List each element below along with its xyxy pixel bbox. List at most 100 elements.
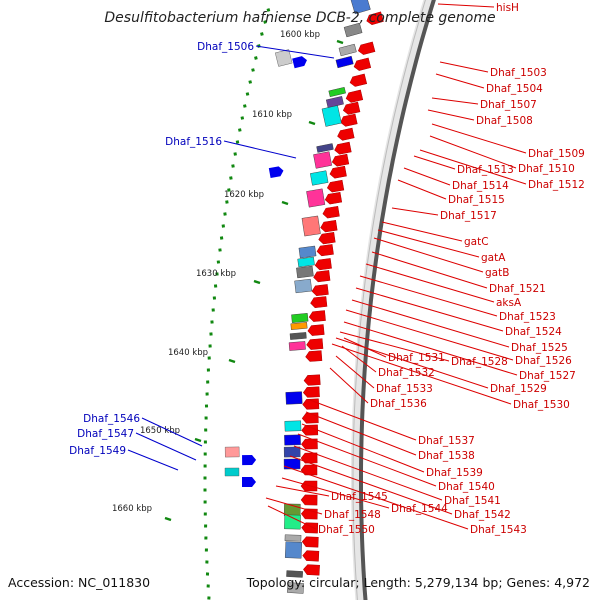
scale-dot-310 — [211, 308, 215, 312]
gene-box — [286, 570, 303, 578]
gene-red-20 — [310, 296, 328, 308]
gene-arrow-red — [329, 165, 347, 179]
leader-line-red — [359, 275, 498, 317]
backbone-layer — [351, 0, 436, 600]
scale-dot — [248, 80, 252, 84]
gene-box — [283, 446, 301, 458]
gene-arrow-blue — [292, 56, 307, 69]
scale-dot — [251, 68, 255, 72]
scale-dot-502 — [203, 500, 207, 504]
scale-dot — [245, 92, 250, 96]
scale-dot-478 — [203, 476, 207, 480]
gene-label: Dhaf_1531 — [388, 352, 445, 364]
gene-box-8 — [313, 151, 333, 169]
scale-dot-382 — [206, 380, 210, 384]
gene-box-24 — [283, 458, 301, 470]
gene-box — [284, 420, 302, 432]
scale-dot — [240, 116, 245, 120]
gene-red-1 — [357, 41, 376, 55]
kbp-label: 1620 kbp — [224, 190, 264, 200]
gene-red-32 — [300, 464, 318, 476]
gene-red-39 — [303, 564, 320, 576]
gene-box — [290, 322, 308, 330]
leader-line-red — [329, 367, 369, 404]
scale-dot-418 — [204, 416, 208, 420]
leader-line-red — [427, 109, 475, 121]
gene-arrow-red — [334, 141, 352, 155]
tick-layer: 1600 kbp 1610 kbp 1620 kbp 1630 kbp 1640 kbp… — [112, 30, 344, 522]
gene-red-14 — [320, 220, 338, 233]
scale-dot — [227, 188, 231, 192]
scale-dot-562 — [205, 560, 209, 564]
gene-red-12 — [324, 191, 343, 205]
gene-label-blue: Dhaf_1547 — [77, 428, 134, 440]
scale-dot — [204, 416, 208, 420]
gene-arrow-red — [310, 296, 328, 308]
scale-dot-358 — [207, 356, 211, 360]
scale-dot-514 — [203, 512, 207, 516]
scale-dot — [266, 8, 271, 12]
gene-label-blue: Dhaf_1506 — [197, 41, 254, 53]
kbp-tick — [164, 516, 172, 522]
backbone-line — [359, 0, 436, 600]
gene-arrow-red — [313, 270, 331, 283]
leader-line-red — [275, 485, 330, 497]
gene-red-11 — [326, 179, 345, 193]
gene-box — [343, 22, 363, 38]
gene-box-outer — [274, 49, 293, 67]
genome-summary-text: Topology: circular; Length: 5,279,134 bp… — [246, 575, 590, 590]
kbp-tick — [253, 279, 261, 285]
scale-dot-154 — [233, 152, 237, 156]
gene-blue-3 — [241, 476, 256, 488]
gene-red-19 — [311, 284, 329, 297]
gene-label: Dhaf_1514 — [452, 180, 509, 192]
gene-red-0 — [366, 11, 384, 26]
scale-dot-10 — [266, 8, 271, 12]
scale-dot-538 — [204, 536, 208, 540]
scale-dot — [233, 152, 237, 156]
gene-arrow-red — [306, 338, 324, 350]
gene-label: gatB — [485, 267, 509, 279]
gene-label: Dhaf_1513 — [457, 164, 514, 176]
scale-dot-70 — [251, 68, 255, 72]
scale-dot-118 — [240, 116, 245, 120]
gene-box-3 — [335, 55, 354, 69]
gene-box — [313, 151, 333, 169]
leader-line-red — [413, 155, 456, 170]
leader-line-red — [397, 179, 447, 200]
gene-box-30 — [286, 582, 305, 594]
gene-arrow-red — [331, 153, 350, 167]
scale-dot-394 — [205, 392, 209, 396]
leader-line-red — [341, 345, 377, 373]
gene-box — [294, 278, 313, 294]
scale-dot-142 — [235, 140, 240, 144]
scale-dot-406 — [204, 404, 209, 408]
scale-dot-466 — [203, 464, 207, 468]
gene-blue-2 — [242, 454, 257, 466]
gene-box-11 — [301, 215, 321, 237]
gene-label: Dhaf_1510 — [518, 163, 575, 175]
scale-dot — [263, 20, 267, 24]
gene-red-3 — [349, 73, 368, 87]
gene-box — [284, 514, 301, 530]
gene-box-10 — [306, 188, 326, 208]
gene-box — [298, 245, 317, 259]
scale-dot — [216, 260, 221, 264]
scale-dot-442 — [203, 440, 207, 444]
gene-red-23 — [306, 338, 324, 350]
gene-box-9 — [310, 170, 329, 186]
gene-label: Dhaf_1521 — [489, 283, 546, 295]
gene-label: Dhaf_1517 — [440, 210, 497, 222]
leader-line-blue — [223, 140, 297, 159]
gene-red-30 — [301, 438, 318, 450]
gene-red-28 — [301, 412, 319, 424]
gene-arrow-red — [311, 284, 329, 297]
gene-box-17 — [290, 322, 308, 330]
gene-red-4 — [345, 89, 364, 103]
gene-box-16 — [291, 313, 309, 323]
gene-arrow-red — [314, 258, 332, 271]
gene-box — [291, 313, 309, 323]
gene-box — [335, 55, 354, 69]
gene-label: aksA — [496, 297, 522, 309]
scale-dot — [204, 536, 208, 540]
